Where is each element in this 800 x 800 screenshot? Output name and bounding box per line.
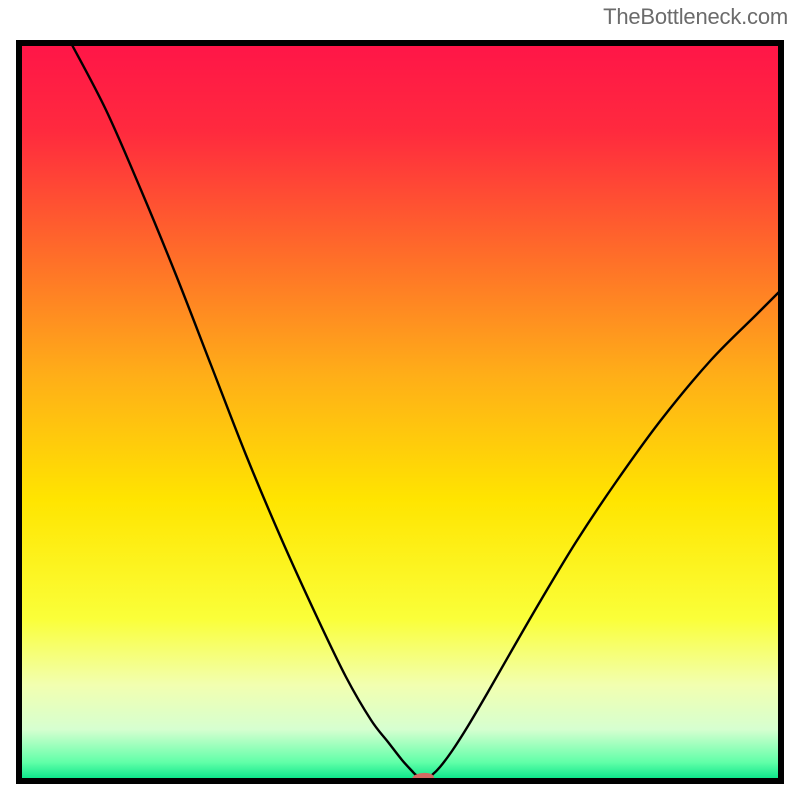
attribution-text: TheBottleneck.com xyxy=(603,4,788,30)
chart-svg xyxy=(16,40,784,784)
bottleneck-chart xyxy=(16,40,784,784)
